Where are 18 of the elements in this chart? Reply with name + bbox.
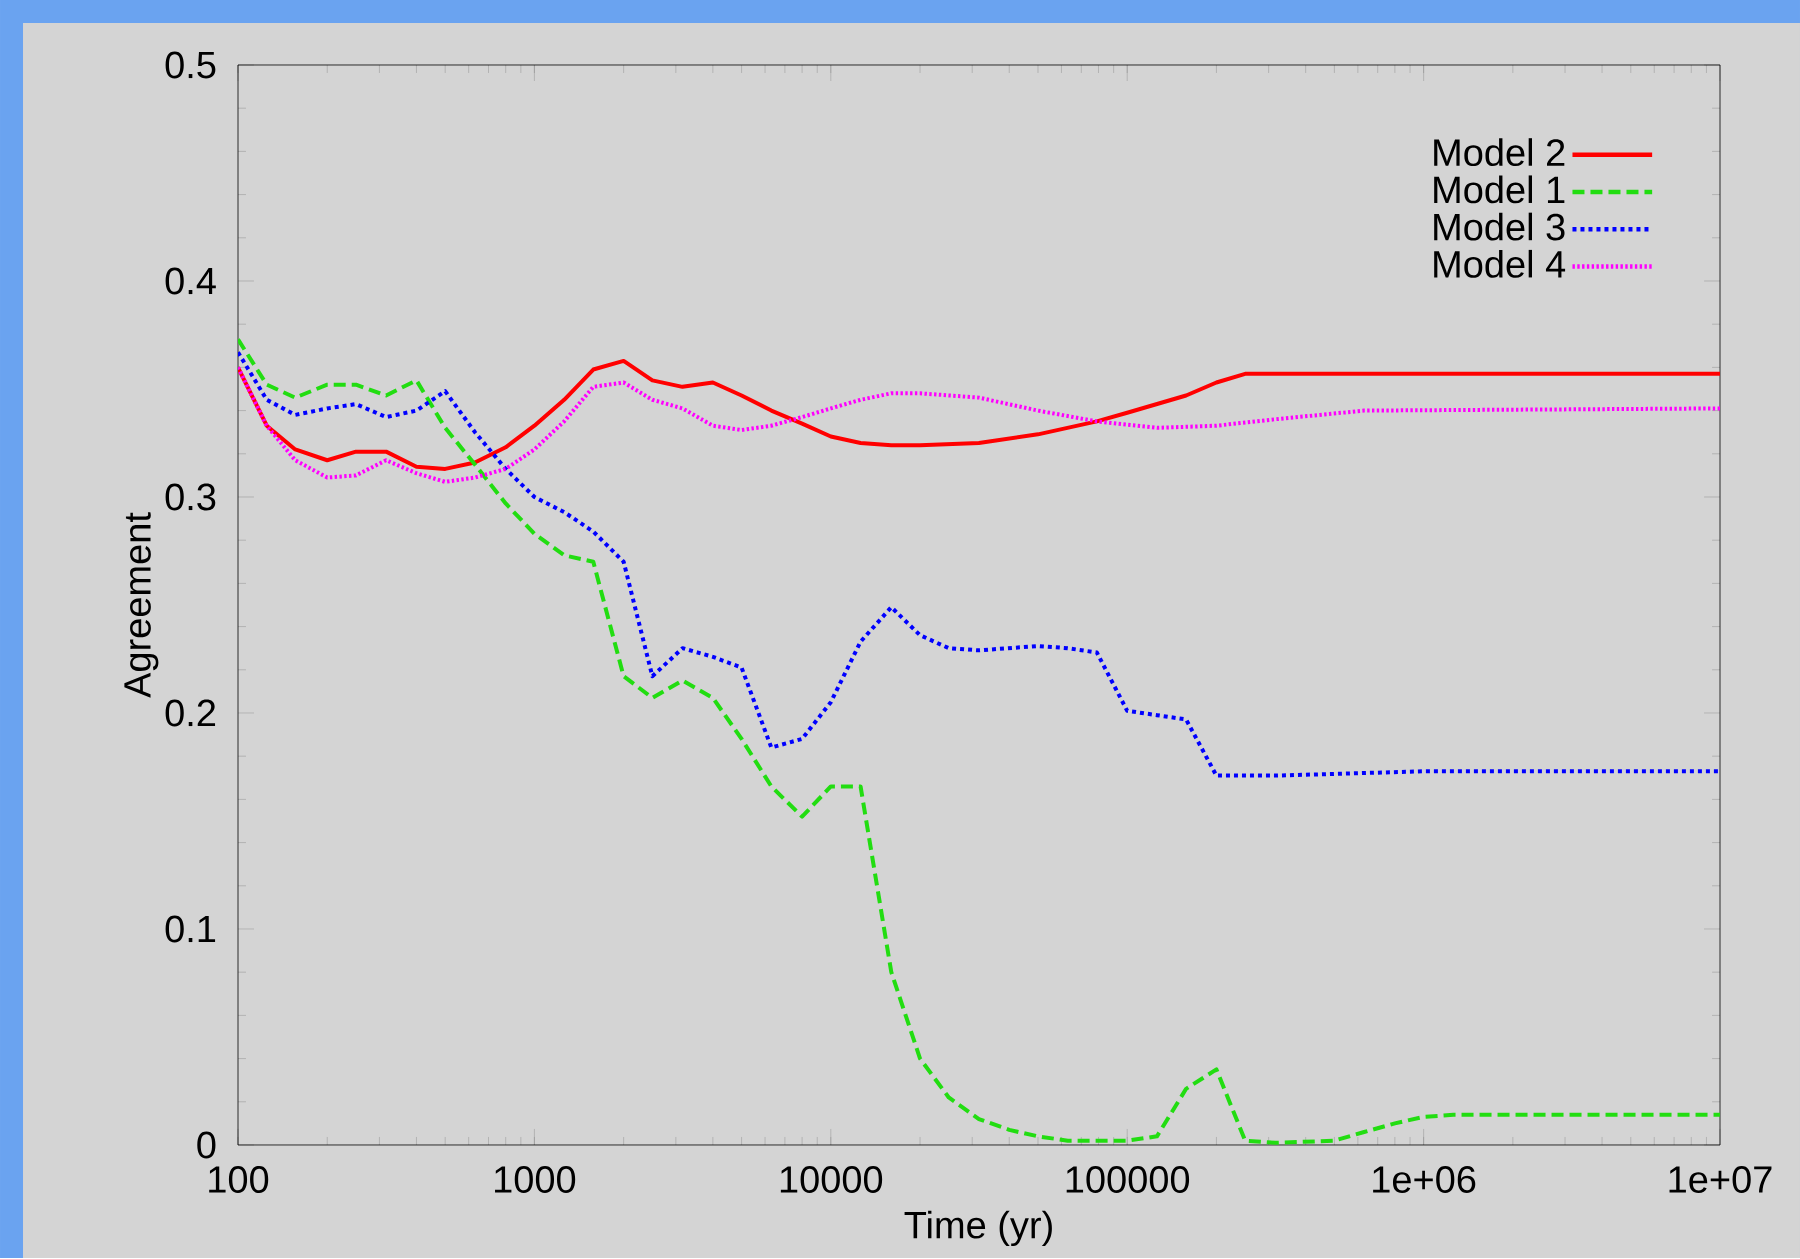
y-tick-label: 0.3 (165, 483, 216, 511)
y-tick-label: 0.1 (165, 915, 216, 943)
x-tick-label: 100 (209, 1166, 269, 1194)
y-tick-label: 0.5 (165, 51, 216, 79)
x-axis-title: Time (yr) (904, 1210, 1052, 1247)
y-tick-label: 0 (197, 1131, 216, 1159)
x-tick-label: 100000 (1066, 1166, 1190, 1194)
x-tick-label: 1e+06 (1373, 1166, 1476, 1194)
x-tick-label: 1e+07 (1669, 1166, 1772, 1194)
legend-label: Model 2 (1434, 138, 1565, 167)
y-tick-label: 0.4 (165, 267, 216, 295)
x-tick-label: 10000 (780, 1166, 883, 1194)
y-tick-label: 0.2 (165, 699, 216, 727)
x-tick-label: 1000 (495, 1166, 576, 1194)
legend-label: Model 3 (1434, 212, 1565, 241)
legend-label: Model 1 (1434, 175, 1565, 204)
y-axis-title: Agreement (124, 512, 159, 698)
legend-label: Model 4 (1434, 250, 1566, 278)
